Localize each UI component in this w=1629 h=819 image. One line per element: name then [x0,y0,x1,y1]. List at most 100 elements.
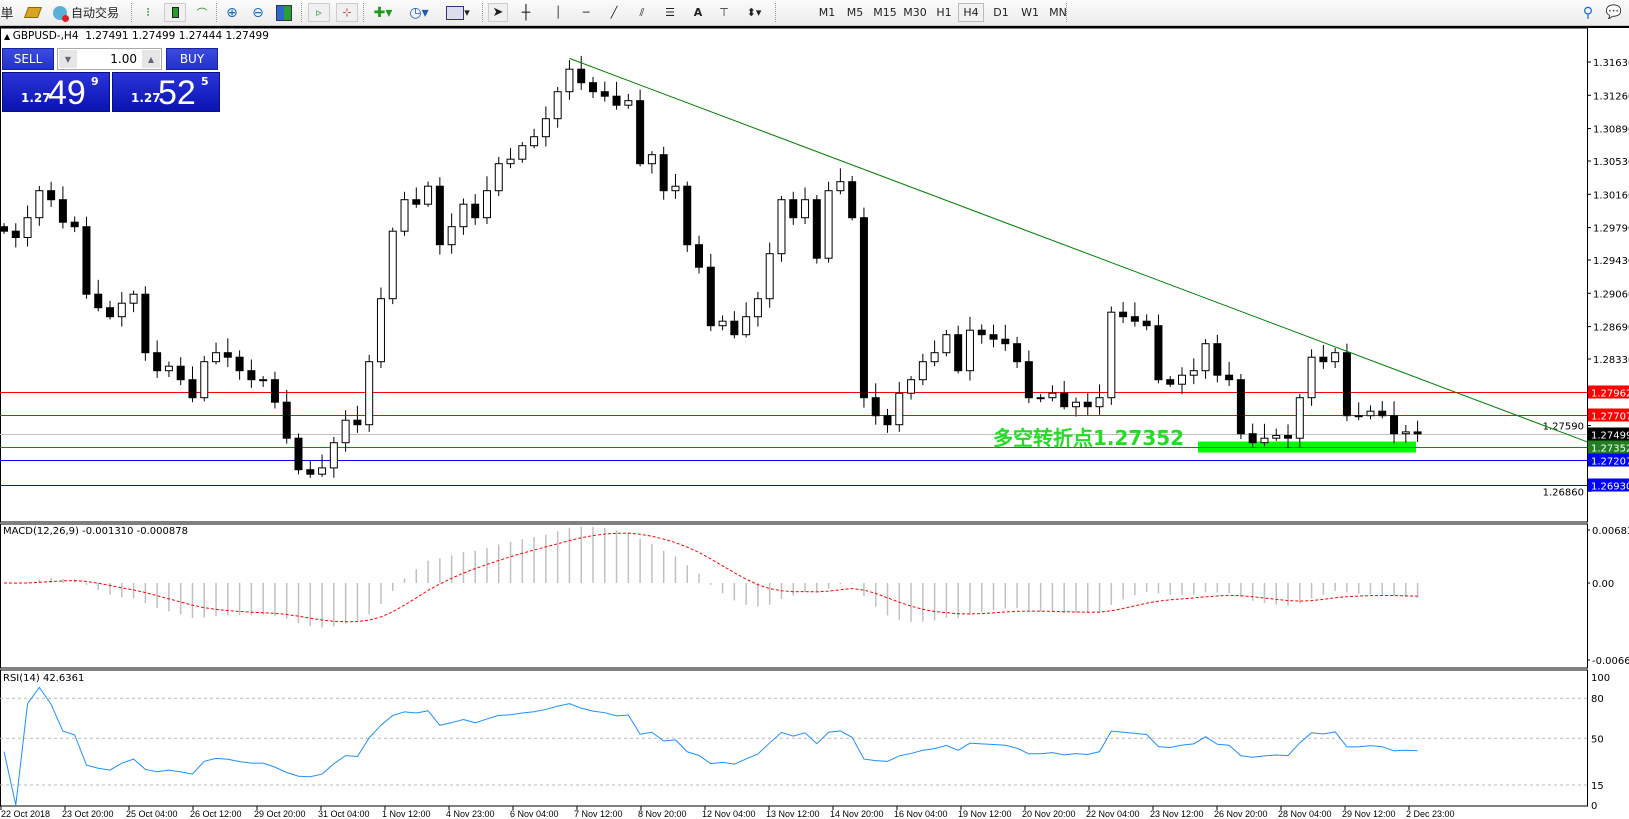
candle-bear [883,415,892,426]
candle-bear [11,230,20,238]
price-tick-label: 1.27590 [1543,422,1584,433]
text-icon[interactable]: A [693,6,703,19]
price-tick-label: 1.30890 [1593,125,1629,136]
menu-fragment[interactable]: 単 [0,7,14,22]
volume-increase-icon[interactable]: ▲ [142,50,160,68]
candle-bear [1060,392,1069,408]
volume-value[interactable]: 1.00 [110,52,137,66]
price-label: 1.27962 [1591,389,1629,400]
periods-icon[interactable]: ◷▾ [409,4,429,21]
candle-bear [1213,343,1222,376]
sell-price[interactable]: 1.27 49 9 [2,72,110,112]
tile-windows-icon[interactable] [274,3,294,22]
candle-bull [1307,356,1316,399]
candle-bear [141,293,150,354]
candle-bull [341,419,350,444]
candle-bear [789,199,798,219]
one-click-trading-panel: SELL ▼ 1.00 ▲ BUY 1.27 49 9 1.27 52 5 [2,48,220,112]
candle-bull [753,298,762,318]
vertical-line-icon[interactable]: │ [554,6,562,19]
candle-bull [1189,370,1198,376]
candle-bear [1413,431,1422,435]
chat-icon[interactable]: 💬 [1605,5,1623,20]
arrows-icon[interactable]: ⬍▾ [746,6,762,19]
zoom-out-icon[interactable]: ⊖ [252,4,264,21]
candle-bull [447,226,456,246]
crosshair-icon[interactable]: ┼ [521,4,531,21]
candle-bear [471,203,480,219]
time-axis-label: 23 Oct 20:00 [62,809,114,819]
candle-bull [541,118,550,138]
zoom-in-icon[interactable]: ⊕ [226,4,238,21]
search-icon[interactable]: ⚲ [1582,4,1594,21]
macd-axis-label: -0.006624 [1592,656,1629,667]
line-chart-icon[interactable]: ⌒ [196,6,208,20]
candle-bear [1083,401,1092,408]
candle-bull [164,365,173,372]
buy-price-fraction: 5 [201,75,209,88]
chart-shift-icon[interactable]: ▹ [308,3,330,22]
candle-bear [636,100,645,165]
candle-bull [836,181,845,192]
macd-signal-line [3,532,1418,623]
time-axis-label: 1 Nov 12:00 [382,809,431,819]
fibonacci-icon[interactable]: ☰ [665,6,675,19]
time-axis-label: 26 Nov 20:00 [1214,809,1268,819]
candle-bear [294,437,303,471]
auto-trading-label: 自动交易 [70,6,119,20]
buy-price[interactable]: 1.27 52 5 [112,72,220,112]
candle-bull [647,154,656,165]
candle-bull [365,361,374,426]
macd-axis-label: 0.006831 [1592,526,1629,537]
volume-decrease-icon[interactable]: ▼ [59,50,77,68]
candle-bear [94,293,103,309]
candlestick-icon[interactable] [164,3,186,22]
candle-bull [400,199,409,232]
price-tick-label: 1.29060 [1593,289,1629,300]
templates-icon[interactable]: ▾ [444,3,472,22]
price-label: 1.26930 [1591,482,1629,493]
collapse-arrow-icon[interactable]: ▲ [4,32,13,41]
horizontal-line-icon[interactable]: ─ [582,6,590,19]
autoscroll-icon[interactable]: ⊹ [336,3,358,22]
equidistant-channel-icon[interactable]: ⫽ [639,5,645,19]
candle-bull [1036,397,1045,400]
timeframe-m5[interactable]: M5 [846,6,864,19]
time-axis-label: 20 Nov 20:00 [1022,809,1076,819]
trendline-icon[interactable]: ╱ [610,6,618,19]
timeframe-mn[interactable]: MN [1049,6,1067,19]
candle-bull [918,361,927,381]
auto-trading-icon [52,5,69,22]
time-axis-label: 8 Nov 20:00 [638,809,687,819]
candle-bear [683,185,692,246]
cursor-icon[interactable]: ➤ [488,3,508,22]
volume-field[interactable]: ▼ 1.00 ▲ [57,48,162,70]
text-label-icon[interactable]: ⊤ [719,6,729,19]
candle-bull [129,293,138,304]
timeframe-h4[interactable]: H4 [958,3,984,22]
candle-bear [1248,433,1257,444]
time-axis-label: 28 Nov 04:00 [1278,809,1332,819]
candle-bear [589,82,597,93]
timeframe-m1[interactable]: M1 [818,6,836,19]
timeframe-w1[interactable]: W1 [1021,6,1039,19]
buy-button[interactable]: BUY [166,48,218,70]
sell-button[interactable]: SELL [2,48,54,70]
candle-bull [907,379,916,394]
candle-bear [1001,338,1010,345]
price-tick-label: 1.26860 [1543,487,1584,498]
candle-bull [824,190,833,259]
timeframe-m15[interactable]: M15 [873,6,897,19]
candle-bull [1107,311,1116,399]
timeframe-h1[interactable]: H1 [936,6,952,19]
candle-bear [1319,356,1328,363]
candle-bear [82,226,91,295]
price-tick-label: 1.30160 [1593,190,1629,201]
timeframe-m30[interactable]: M30 [903,6,927,19]
timeframe-d1[interactable]: D1 [993,6,1009,19]
bar-chart-icon[interactable]: ⫶ [146,5,150,19]
auto-trading-button[interactable]: 自动交易 [50,3,122,22]
new-indicator-icon[interactable]: ✚▾ [373,4,393,21]
turning-point-annotation[interactable]: 多空转折点1.27352 [993,426,1185,450]
